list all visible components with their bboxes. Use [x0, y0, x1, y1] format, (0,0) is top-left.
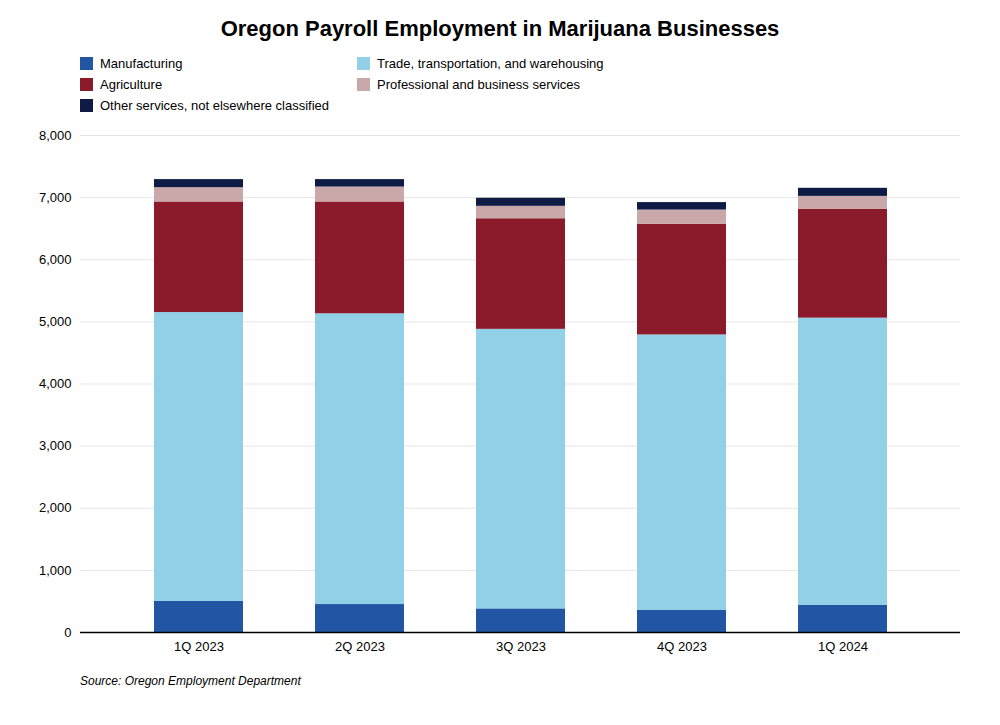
svg-text:0: 0	[64, 625, 71, 640]
svg-text:1Q 2023: 1Q 2023	[174, 639, 224, 654]
svg-text:1,000: 1,000	[39, 563, 72, 578]
html-text:Source: Oregon Employment Depa: Source: Oregon Employment Department	[80, 674, 301, 688]
svg-text:7,000: 7,000	[39, 190, 72, 205]
svg-text:5,000: 5,000	[39, 314, 72, 329]
html-text:Agriculture: Agriculture	[100, 77, 163, 92]
svg-text:2Q 2023: 2Q 2023	[335, 639, 385, 654]
svg-text:4Q 2023: 4Q 2023	[657, 639, 707, 654]
svg-text:8,000: 8,000	[39, 128, 72, 143]
svg-text:1Q 2024: 1Q 2024	[818, 639, 868, 654]
svg-text:3Q 2023: 3Q 2023	[496, 639, 546, 654]
html-text:Oregon Payroll Employment in M: Oregon Payroll Employment in Marijuana B…	[220, 16, 780, 41]
svg-text:6,000: 6,000	[39, 252, 72, 267]
html-text:Professional and business serv: Professional and business services	[377, 77, 581, 92]
svg-text:3,000: 3,000	[39, 438, 72, 453]
html-text:Manufacturing: Manufacturing	[100, 56, 183, 71]
html-text:Other services, not elsewhere: Other services, not elsewhere classified	[100, 98, 329, 113]
html-text:Trade, transportation, and war: Trade, transportation, and warehousing	[377, 56, 604, 71]
svg-text:2,000: 2,000	[39, 500, 72, 515]
svg-text:4,000: 4,000	[39, 376, 72, 391]
